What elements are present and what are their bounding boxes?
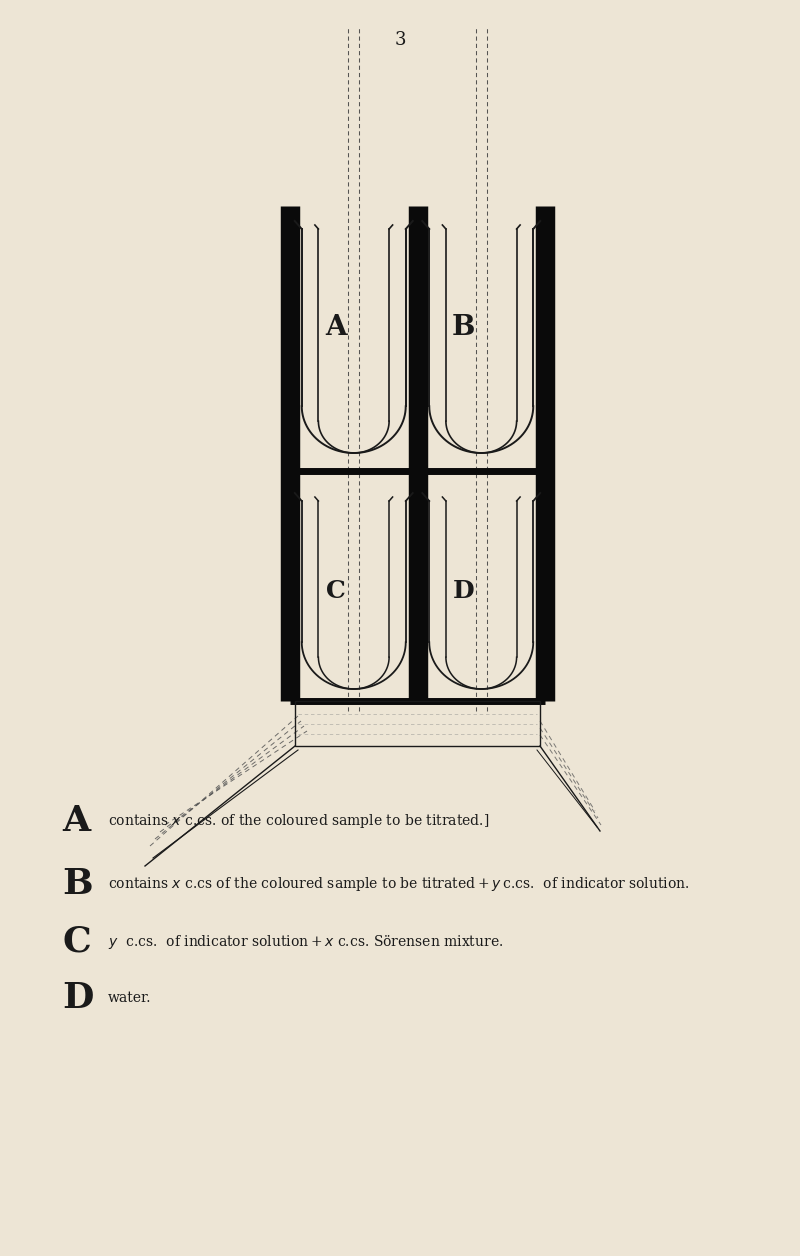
Bar [295,701,540,746]
Text: 3: 3 [394,31,406,49]
Text: C: C [326,579,346,603]
Text: A: A [62,804,90,838]
Text: water.: water. [108,991,151,1005]
Text: contains $x$ c.cs of the coloured sample to be titrated + $y$ c.cs.  of indicato: contains $x$ c.cs of the coloured sample… [108,875,690,893]
Text: B: B [451,314,475,340]
Text: D: D [62,981,94,1015]
Text: contains $x$ c.cs. of the coloured sample to be titrated.]: contains $x$ c.cs. of the coloured sampl… [108,811,490,830]
Text: D: D [453,579,474,603]
Text: B: B [62,867,93,901]
Text: $y$  c.cs.  of indicator solution + $x$ c.cs. Sörensen mixture.: $y$ c.cs. of indicator solution + $x$ c.… [108,933,503,951]
Text: A: A [325,314,346,340]
Text: C: C [62,924,90,960]
